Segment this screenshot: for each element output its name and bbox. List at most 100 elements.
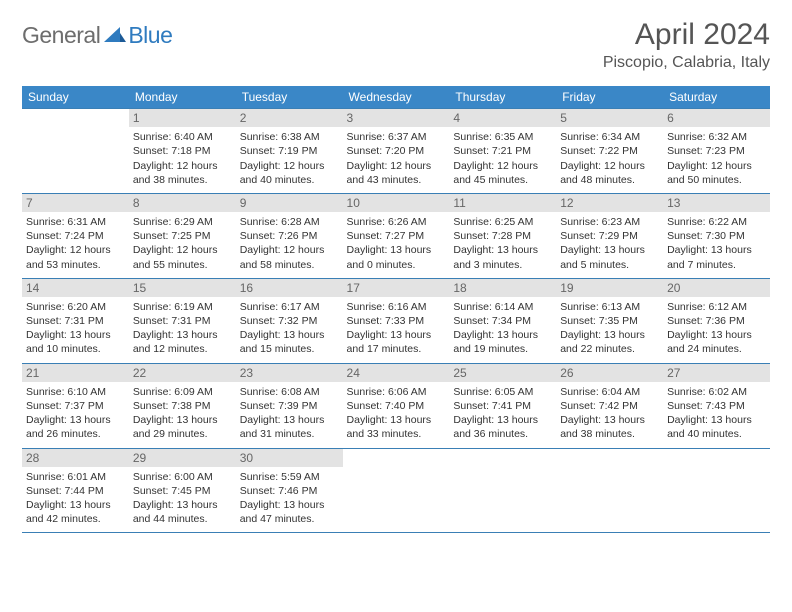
day-number: 28 (22, 449, 129, 467)
daylight-text: and 50 minutes. (667, 173, 766, 187)
sunset-text: Sunset: 7:23 PM (667, 144, 766, 158)
daylight-text: Daylight: 12 hours (453, 159, 552, 173)
sunset-text: Sunset: 7:32 PM (240, 314, 339, 328)
sunset-text: Sunset: 7:39 PM (240, 399, 339, 413)
sunrise-text: Sunrise: 6:20 AM (26, 300, 125, 314)
sunrise-text: Sunrise: 6:28 AM (240, 215, 339, 229)
calendar-week-row: 14Sunrise: 6:20 AMSunset: 7:31 PMDayligh… (22, 278, 770, 363)
calendar-cell: 3Sunrise: 6:37 AMSunset: 7:20 PMDaylight… (343, 109, 450, 194)
weekday-header: Saturday (663, 86, 770, 109)
calendar-cell: 22Sunrise: 6:09 AMSunset: 7:38 PMDayligh… (129, 363, 236, 448)
daylight-text: and 24 minutes. (667, 342, 766, 356)
sunset-text: Sunset: 7:18 PM (133, 144, 232, 158)
sunrise-text: Sunrise: 6:22 AM (667, 215, 766, 229)
daylight-text: Daylight: 12 hours (560, 159, 659, 173)
sunrise-text: Sunrise: 6:13 AM (560, 300, 659, 314)
sunset-text: Sunset: 7:19 PM (240, 144, 339, 158)
sunrise-text: Sunrise: 6:08 AM (240, 385, 339, 399)
sunset-text: Sunset: 7:42 PM (560, 399, 659, 413)
daylight-text: Daylight: 13 hours (240, 413, 339, 427)
daylight-text: and 48 minutes. (560, 173, 659, 187)
daylight-text: Daylight: 13 hours (453, 243, 552, 257)
sunset-text: Sunset: 7:36 PM (667, 314, 766, 328)
weekday-header: Wednesday (343, 86, 450, 109)
daylight-text: and 15 minutes. (240, 342, 339, 356)
calendar-cell (449, 448, 556, 533)
sunset-text: Sunset: 7:38 PM (133, 399, 232, 413)
daylight-text: and 5 minutes. (560, 258, 659, 272)
calendar-cell: 16Sunrise: 6:17 AMSunset: 7:32 PMDayligh… (236, 278, 343, 363)
calendar-cell: 6Sunrise: 6:32 AMSunset: 7:23 PMDaylight… (663, 109, 770, 194)
daylight-text: Daylight: 13 hours (133, 413, 232, 427)
sunrise-text: Sunrise: 5:59 AM (240, 470, 339, 484)
sunrise-text: Sunrise: 6:23 AM (560, 215, 659, 229)
daylight-text: and 58 minutes. (240, 258, 339, 272)
sunset-text: Sunset: 7:24 PM (26, 229, 125, 243)
calendar-cell: 27Sunrise: 6:02 AMSunset: 7:43 PMDayligh… (663, 363, 770, 448)
logo-text-blue: Blue (128, 22, 172, 49)
daylight-text: Daylight: 13 hours (240, 328, 339, 342)
sunset-text: Sunset: 7:26 PM (240, 229, 339, 243)
daylight-text: Daylight: 13 hours (347, 413, 446, 427)
sunset-text: Sunset: 7:22 PM (560, 144, 659, 158)
daylight-text: Daylight: 12 hours (133, 159, 232, 173)
daylight-text: Daylight: 13 hours (26, 328, 125, 342)
sunrise-text: Sunrise: 6:26 AM (347, 215, 446, 229)
sunrise-text: Sunrise: 6:25 AM (453, 215, 552, 229)
sunset-text: Sunset: 7:20 PM (347, 144, 446, 158)
daylight-text: Daylight: 13 hours (667, 328, 766, 342)
day-number: 11 (449, 194, 556, 212)
sunrise-text: Sunrise: 6:01 AM (26, 470, 125, 484)
sunrise-text: Sunrise: 6:09 AM (133, 385, 232, 399)
calendar-week-row: 1Sunrise: 6:40 AMSunset: 7:18 PMDaylight… (22, 109, 770, 194)
sunset-text: Sunset: 7:33 PM (347, 314, 446, 328)
calendar-cell: 4Sunrise: 6:35 AMSunset: 7:21 PMDaylight… (449, 109, 556, 194)
calendar-cell: 9Sunrise: 6:28 AMSunset: 7:26 PMDaylight… (236, 193, 343, 278)
sunrise-text: Sunrise: 6:00 AM (133, 470, 232, 484)
calendar-cell: 1Sunrise: 6:40 AMSunset: 7:18 PMDaylight… (129, 109, 236, 194)
location: Piscopio, Calabria, Italy (603, 54, 770, 72)
daylight-text: Daylight: 13 hours (453, 328, 552, 342)
day-number: 16 (236, 279, 343, 297)
day-number: 14 (22, 279, 129, 297)
calendar-cell: 20Sunrise: 6:12 AMSunset: 7:36 PMDayligh… (663, 278, 770, 363)
sunrise-text: Sunrise: 6:34 AM (560, 130, 659, 144)
daylight-text: and 40 minutes. (667, 427, 766, 441)
daylight-text: and 38 minutes. (560, 427, 659, 441)
sunset-text: Sunset: 7:43 PM (667, 399, 766, 413)
calendar-cell: 18Sunrise: 6:14 AMSunset: 7:34 PMDayligh… (449, 278, 556, 363)
sunset-text: Sunset: 7:44 PM (26, 484, 125, 498)
day-number: 2 (236, 109, 343, 127)
sunrise-text: Sunrise: 6:32 AM (667, 130, 766, 144)
weekday-header: Monday (129, 86, 236, 109)
daylight-text: Daylight: 13 hours (133, 498, 232, 512)
day-number: 21 (22, 364, 129, 382)
sunrise-text: Sunrise: 6:40 AM (133, 130, 232, 144)
daylight-text: Daylight: 13 hours (26, 498, 125, 512)
day-number: 9 (236, 194, 343, 212)
daylight-text: Daylight: 13 hours (347, 243, 446, 257)
sunset-text: Sunset: 7:35 PM (560, 314, 659, 328)
sunset-text: Sunset: 7:45 PM (133, 484, 232, 498)
sunrise-text: Sunrise: 6:38 AM (240, 130, 339, 144)
sunrise-text: Sunrise: 6:14 AM (453, 300, 552, 314)
day-number: 12 (556, 194, 663, 212)
daylight-text: and 53 minutes. (26, 258, 125, 272)
weekday-header: Friday (556, 86, 663, 109)
day-number: 18 (449, 279, 556, 297)
day-number: 7 (22, 194, 129, 212)
calendar-week-row: 21Sunrise: 6:10 AMSunset: 7:37 PMDayligh… (22, 363, 770, 448)
day-number: 4 (449, 109, 556, 127)
sunrise-text: Sunrise: 6:31 AM (26, 215, 125, 229)
daylight-text: Daylight: 12 hours (347, 159, 446, 173)
sunset-text: Sunset: 7:31 PM (26, 314, 125, 328)
day-number: 30 (236, 449, 343, 467)
sunset-text: Sunset: 7:46 PM (240, 484, 339, 498)
daylight-text: Daylight: 13 hours (453, 413, 552, 427)
calendar-cell: 28 Sunrise: 6:01 AMSunset: 7:44 PMDayligh… (22, 448, 129, 533)
sunrise-text: Sunrise: 6:06 AM (347, 385, 446, 399)
sunset-text: Sunset: 7:31 PM (133, 314, 232, 328)
day-number: 10 (343, 194, 450, 212)
calendar-cell: 29Sunrise: 6:00 AMSunset: 7:45 PMDayligh… (129, 448, 236, 533)
calendar-cell: 11Sunrise: 6:25 AMSunset: 7:28 PMDayligh… (449, 193, 556, 278)
